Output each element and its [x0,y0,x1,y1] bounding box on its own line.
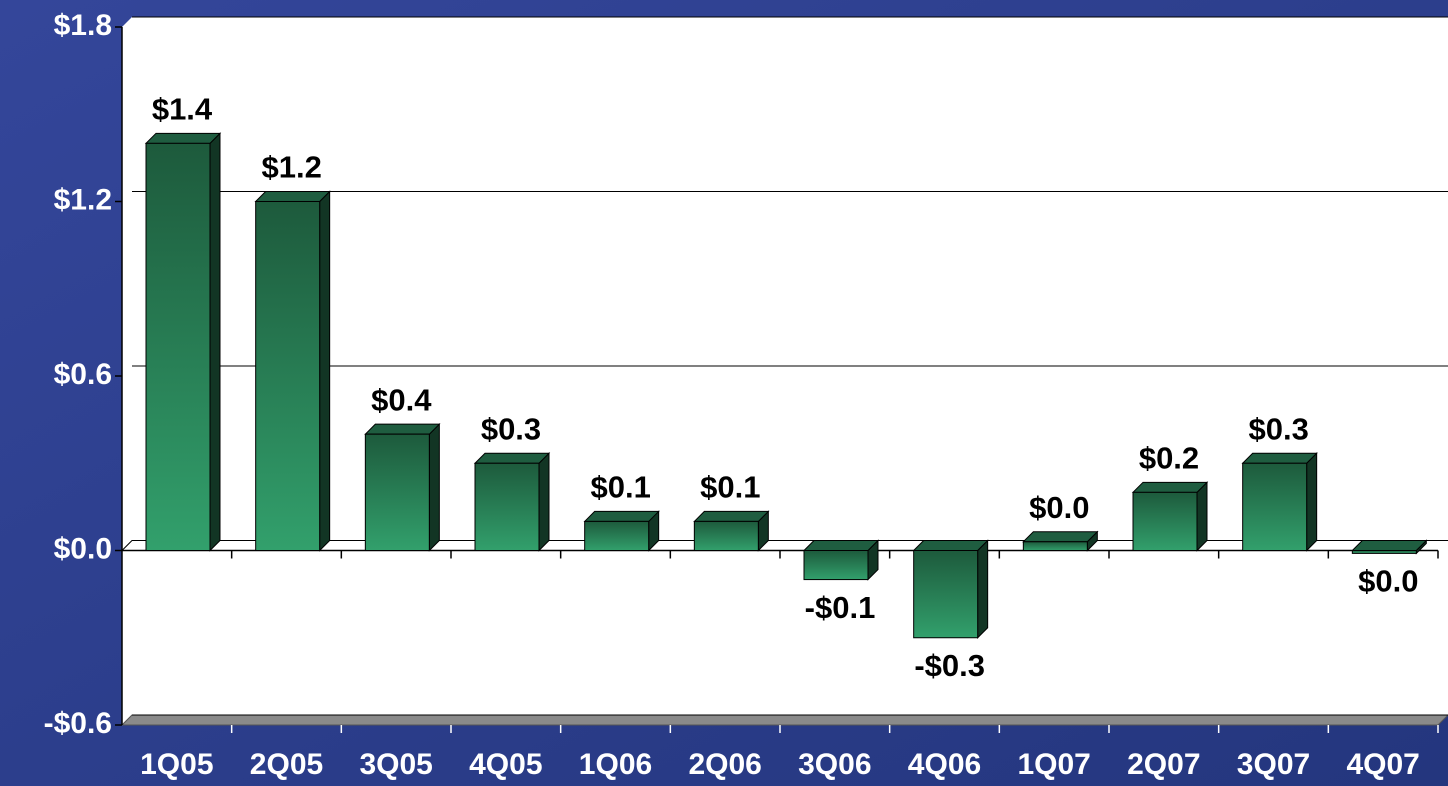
bar-top [1351,540,1428,551]
x-tick-label: 3Q07 [1237,748,1310,781]
plot-area [122,17,1448,725]
value-label: $0.1 [590,470,650,505]
bar [803,550,869,581]
bar [1132,491,1198,552]
bar [913,550,979,639]
value-label: $1.2 [261,150,321,185]
y-tick-label: $1.2 [54,183,112,216]
bar-side [977,539,989,639]
bar-top [473,452,551,464]
bar-side [1306,452,1318,552]
value-label: $0.3 [481,411,541,446]
x-tick-label: 1Q07 [1017,748,1090,781]
value-label: $0.2 [1139,441,1199,476]
x-tick-label: 3Q05 [359,748,432,781]
bar-top [802,540,880,551]
bar-top [583,510,660,522]
value-label: $0.3 [1248,411,1308,446]
x-tick-label: 1Q05 [140,748,213,781]
bar [1022,541,1088,552]
bar [474,462,540,551]
x-tick-label: 3Q06 [798,748,871,781]
y-tick-label: $0.6 [54,358,112,391]
bar-side [319,190,331,552]
x-tick-label: 4Q07 [1346,748,1419,781]
bar [364,433,430,551]
x-tick-label: 1Q06 [579,748,652,781]
zero-axis [121,540,1448,551]
bar-top [254,191,331,202]
bar-top [144,132,222,144]
bar [255,201,321,551]
y-tick-label: $0.0 [54,532,112,565]
x-tick-label: 2Q05 [250,748,323,781]
y-tick-label: -$0.6 [44,707,112,740]
y-tick-label: $1.8 [54,9,112,42]
value-label: $0.1 [700,470,760,505]
value-label: -$0.3 [914,648,985,683]
bar-side [209,132,221,552]
x-tick-label: 2Q06 [688,748,761,781]
bar-top [1022,531,1099,543]
bar-top [364,423,441,435]
value-label: $0.0 [1029,490,1089,525]
value-label: $0.4 [371,382,432,417]
bar [584,520,650,552]
value-label: $1.4 [152,92,213,127]
x-tick-label: 4Q05 [469,748,542,781]
floor [120,714,1448,726]
x-tick-label: 4Q06 [908,748,981,781]
bar-top [1131,481,1209,493]
x-tick-label: 2Q07 [1127,748,1200,781]
bar-top [693,510,770,522]
bar [1351,550,1417,554]
value-label: $0.0 [1358,564,1418,599]
bar [145,142,211,551]
bar-top [1241,452,1318,464]
bar-side [1196,481,1208,552]
value-label: -$0.1 [805,590,876,625]
bar [693,520,759,552]
bar [1242,462,1308,551]
bar-side [538,452,550,552]
bar-top [912,540,989,551]
bar-side [428,422,440,552]
